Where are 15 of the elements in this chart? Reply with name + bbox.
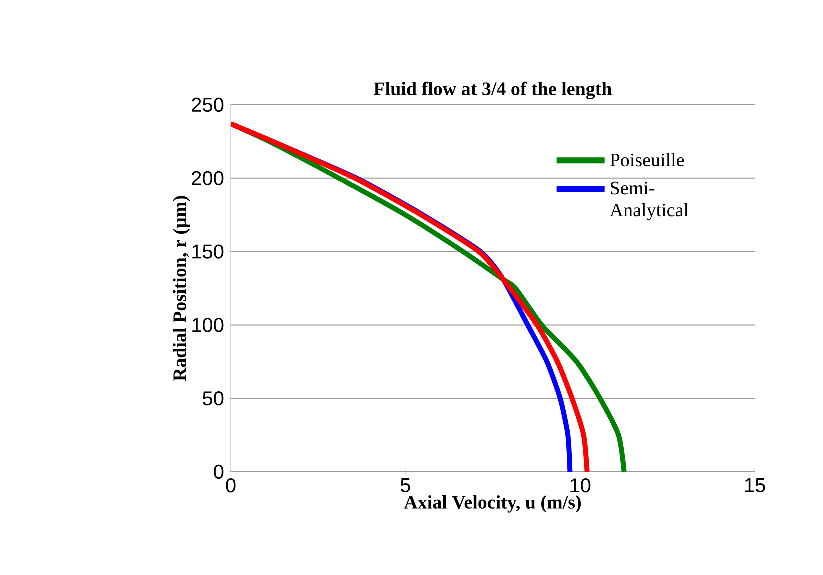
chart-title: Fluid flow at 3/4 of the length: [374, 82, 612, 100]
x-axis-title: Axial Velocity, u (m/s): [404, 496, 582, 513]
legend-label: Poiseuille: [610, 153, 684, 167]
x-tick-label: 10: [570, 478, 591, 493]
y-tick-label: 200: [192, 171, 224, 186]
y-tick-label: 150: [192, 244, 224, 259]
x-tick-label: 5: [400, 478, 410, 492]
y-tick-label: 100: [192, 318, 224, 332]
x-tick-label: 15: [745, 478, 766, 492]
y-tick-label: 250: [192, 98, 224, 112]
x-tick-label: 0: [226, 478, 236, 493]
y-tick-label: 0: [214, 464, 224, 480]
legend-label: Semi-Analytical: [610, 182, 689, 221]
y-tick-label: 50: [203, 392, 224, 406]
y-axis-title: Radial Position, r (µm): [173, 196, 190, 382]
